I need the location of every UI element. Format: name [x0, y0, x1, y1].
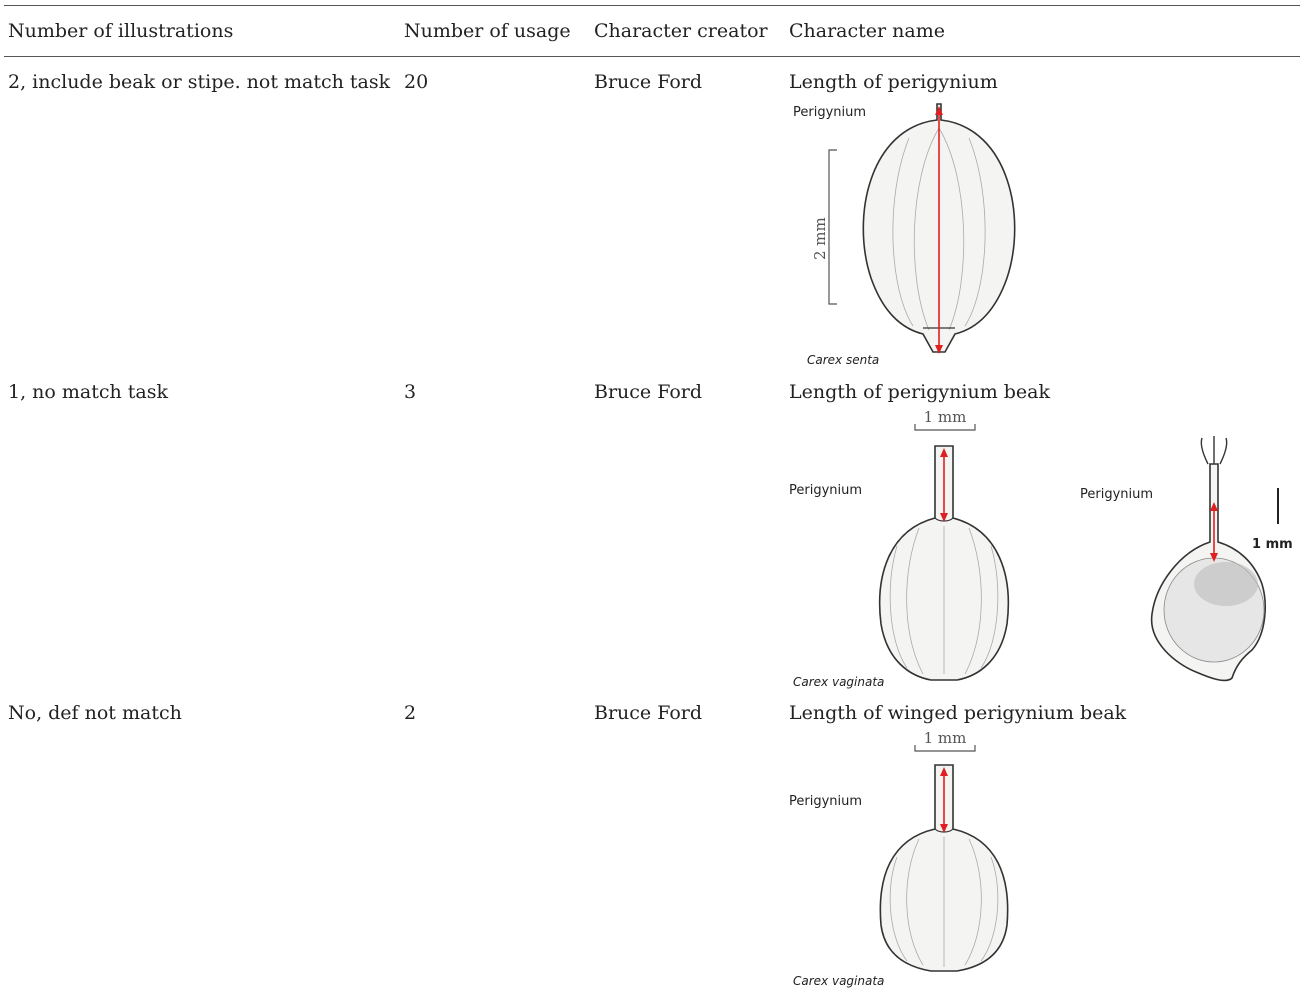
header-character-creator: Character creator — [594, 20, 768, 42]
measurement-arrow-icon — [940, 448, 948, 522]
header-number-of-illustrations: Number of illustrations — [8, 20, 234, 42]
perigynium-illustration: Perigynium 2 mm Carex senta — [793, 103, 1016, 367]
measurement-arrow-icon — [935, 106, 943, 354]
table-header-rule — [4, 56, 1300, 57]
figure-label: Perigynium — [793, 105, 866, 120]
scale-bar-icon — [914, 424, 976, 431]
winged-perigynium-illustration: Perigynium 1 mm — [1080, 436, 1293, 682]
measurement-arrow-icon — [940, 767, 948, 833]
scale-label: 1 mm — [1252, 537, 1293, 552]
cell-usage: 3 — [404, 381, 417, 403]
species-label: Carex senta — [807, 353, 879, 367]
cell-creator: Bruce Ford — [594, 71, 703, 93]
header-character-name: Character name — [789, 20, 945, 42]
scale-bar-icon — [914, 745, 976, 752]
cell-illustrations: 2, include beak or stipe. not match task — [8, 71, 391, 93]
cell-character-name: Length of perigynium — [789, 71, 998, 93]
winged-perigynium-beak-illustration: 1 mm Perigynium Carex vaginata — [789, 729, 1009, 988]
perigynium-beak-illustration: 1 mm Perigynium Carex vaginata — [789, 408, 1010, 689]
figure-label: Perigynium — [1080, 487, 1153, 502]
cell-character-name: Length of perigynium beak — [789, 381, 1050, 403]
perigynium-body — [879, 764, 1009, 972]
scale-bar-icon — [828, 149, 837, 305]
table-top-rule — [4, 5, 1300, 6]
cell-usage: 20 — [404, 71, 429, 93]
measurement-arrow-icon — [1210, 502, 1218, 562]
species-label: Carex vaginata — [793, 974, 884, 988]
cell-creator: Bruce Ford — [594, 381, 703, 403]
cell-illustrations: No, def not match — [8, 702, 182, 724]
cell-illustrations: 1, no match task — [8, 381, 169, 403]
perigynium-body — [878, 445, 1010, 681]
figure-label: Perigynium — [789, 794, 862, 809]
header-number-of-usage: Number of usage — [404, 20, 571, 42]
species-label: Carex vaginata — [793, 675, 884, 689]
scale-label: 1 mm — [924, 408, 967, 426]
figure-label: Perigynium — [789, 483, 862, 498]
cell-creator: Bruce Ford — [594, 702, 703, 724]
scale-label: 2 mm — [811, 217, 829, 260]
scale-label: 1 mm — [924, 729, 967, 747]
cell-character-name: Length of winged perigynium beak — [789, 702, 1127, 724]
perigynium-body — [1150, 436, 1266, 682]
cell-usage: 2 — [404, 702, 417, 724]
